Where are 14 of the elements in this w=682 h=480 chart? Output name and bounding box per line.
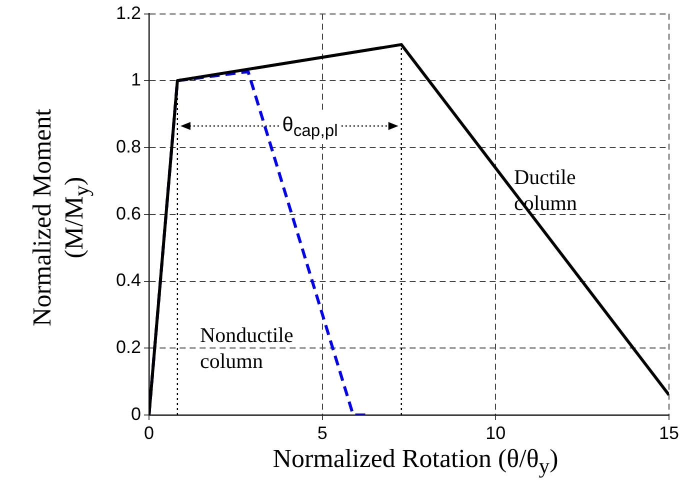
y-tick-label: 0.6 [116, 203, 141, 224]
x-tick-label: 5 [317, 422, 328, 443]
y-tick-label: 0.4 [116, 270, 141, 290]
x-tick-label: 10 [486, 422, 506, 443]
x-axis-title: Normalized Rotation (θ/θ$_{y}$) [272, 443, 560, 480]
y-tick-label: 0.8 [116, 136, 141, 156]
y-tick-label: 1 [130, 70, 141, 90]
x-tick-label: 15 [658, 422, 680, 443]
y-tick-label: 1.2 [116, 2, 141, 23]
x-tick-label: 0 [144, 422, 154, 443]
y-tick-label: 0 [130, 404, 141, 424]
annotation: Nonductile column [200, 322, 294, 374]
y-tick-label: 0.2 [116, 337, 141, 358]
annotation: θ$_{cap,pl}$ [280, 112, 340, 144]
